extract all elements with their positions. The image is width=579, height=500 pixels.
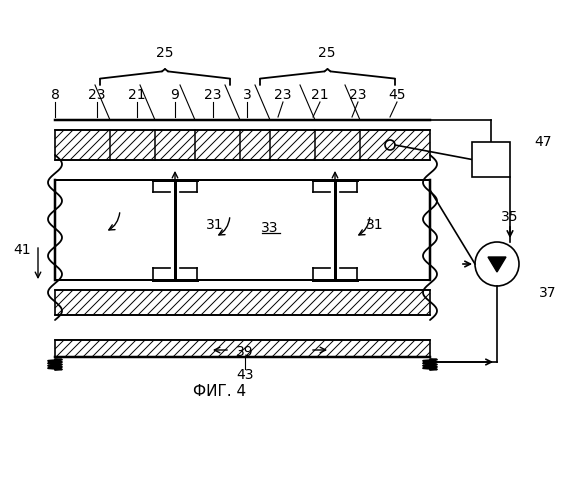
Text: 33: 33 [261, 221, 278, 235]
Text: 23: 23 [88, 88, 106, 102]
Bar [55, 340, 430, 357]
Text: 41: 41 [13, 243, 31, 257]
Text: 23: 23 [204, 88, 222, 102]
Text: 37: 37 [539, 286, 557, 300]
Bar [472, 142, 510, 177]
Text: 25: 25 [318, 46, 336, 60]
Text: 9: 9 [171, 88, 179, 102]
Text: 23: 23 [349, 88, 367, 102]
Text: 39: 39 [236, 345, 254, 359]
Text: 45: 45 [389, 88, 406, 102]
Text: 8: 8 [50, 88, 60, 102]
Text: 43: 43 [236, 368, 254, 382]
Text: 47: 47 [534, 135, 552, 149]
Text: 31: 31 [366, 218, 384, 232]
Polygon shape [488, 257, 506, 272]
Text: 3: 3 [243, 88, 251, 102]
Bar [55, 130, 430, 160]
Text: 23: 23 [274, 88, 292, 102]
Text: 21: 21 [311, 88, 329, 102]
Bar [55, 290, 430, 315]
Text: 31: 31 [206, 218, 224, 232]
Text: 21: 21 [128, 88, 146, 102]
Text: ФИГ. 4: ФИГ. 4 [193, 384, 247, 400]
Text: 25: 25 [156, 46, 174, 60]
Text: 35: 35 [501, 210, 519, 224]
